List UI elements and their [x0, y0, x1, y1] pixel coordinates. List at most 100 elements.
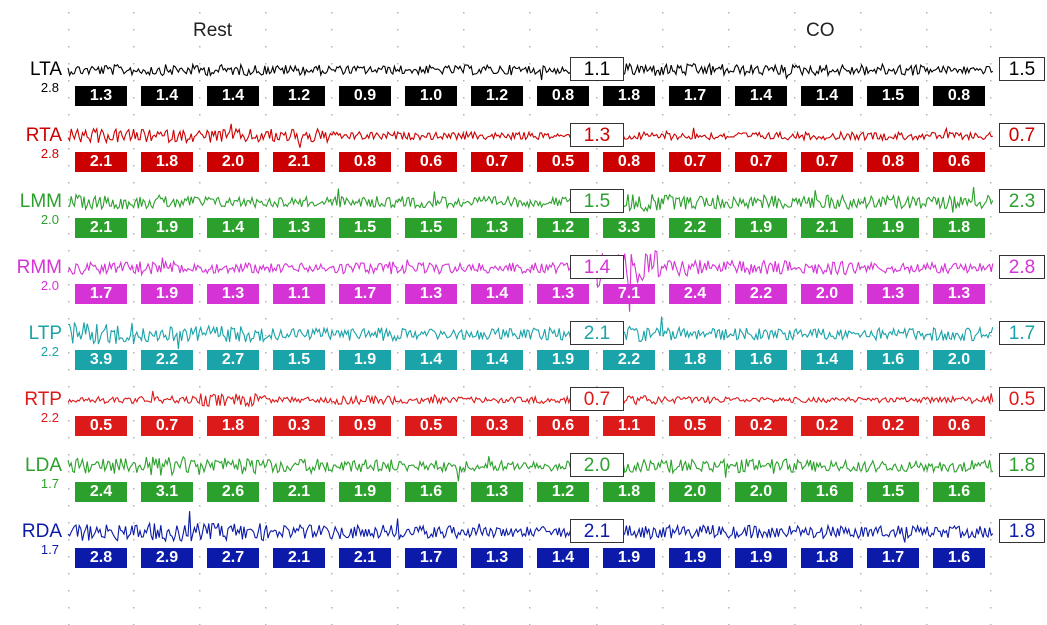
grid-dot — [331, 335, 333, 337]
value-cell: 1.9 — [735, 548, 787, 568]
value-cell: 0.9 — [339, 86, 391, 106]
grid-dot — [331, 403, 333, 405]
grid-dot — [133, 369, 135, 371]
grid-dot — [199, 573, 201, 575]
value-cell: 0.9 — [339, 416, 391, 436]
grid-dot — [662, 352, 664, 354]
grid-dot — [860, 403, 862, 405]
grid-dot — [463, 471, 465, 473]
grid-dot — [133, 46, 135, 48]
grid-dot — [794, 335, 796, 337]
grid-dot — [133, 233, 135, 235]
grid-dot — [199, 556, 201, 558]
grid-dot — [133, 267, 135, 269]
co-mean-box: 2.8 — [999, 255, 1045, 279]
grid-dot — [397, 80, 399, 82]
grid-dot — [199, 267, 201, 269]
grid-dot — [331, 454, 333, 456]
grid-dot — [990, 590, 992, 592]
trace-rmm — [67, 249, 994, 312]
grid-dot — [397, 369, 399, 371]
grid-dot — [529, 250, 531, 252]
grid-dot — [794, 114, 796, 116]
grid-dot — [596, 437, 598, 439]
grid-dot — [463, 301, 465, 303]
grid-dot — [68, 590, 70, 592]
grid-dot — [990, 63, 992, 65]
grid-dot — [860, 165, 862, 167]
value-cell: 0.8 — [867, 152, 919, 172]
grid-dot — [331, 301, 333, 303]
grid-dot — [860, 216, 862, 218]
value-cell: 1.6 — [933, 482, 985, 502]
channel-label: RTA 2.8 — [0, 126, 62, 160]
grid-dot — [990, 420, 992, 422]
value-cell: 1.3 — [471, 482, 523, 502]
grid-dot — [926, 454, 928, 456]
grid-dot — [133, 114, 135, 116]
grid-dot — [463, 80, 465, 82]
value-cell: 1.6 — [735, 350, 787, 370]
grid-dot — [199, 216, 201, 218]
grid-dot — [990, 573, 992, 575]
grid-dot — [926, 267, 928, 269]
grid-dot — [662, 131, 664, 133]
co-mean-box: 1.5 — [999, 57, 1045, 81]
grid-dot — [926, 369, 928, 371]
grid-dot — [397, 420, 399, 422]
grid-dot — [662, 420, 664, 422]
grid-dot — [331, 12, 333, 14]
grid-dot — [860, 318, 862, 320]
grid-dot — [662, 114, 664, 116]
grid-dot — [265, 80, 267, 82]
grid-dot — [265, 522, 267, 524]
grid-dot — [529, 369, 531, 371]
grid-dot — [529, 267, 531, 269]
grid-dot — [68, 63, 70, 65]
grid-dot — [397, 148, 399, 150]
value-cell: 2.9 — [141, 548, 193, 568]
grid-dot — [265, 454, 267, 456]
grid-dot — [662, 386, 664, 388]
value-cell: 0.6 — [405, 152, 457, 172]
grid-dot — [860, 505, 862, 507]
value-cell: 1.8 — [933, 218, 985, 238]
grid-dot — [926, 148, 928, 150]
grid-dot — [397, 386, 399, 388]
grid-dot — [133, 573, 135, 575]
grid-dot — [794, 522, 796, 524]
grid-dot — [199, 301, 201, 303]
grid-dot — [990, 488, 992, 490]
grid-dot — [860, 437, 862, 439]
grid-dot — [529, 352, 531, 354]
emg-traces — [67, 62, 994, 543]
grid-dot — [529, 165, 531, 167]
value-cell: 2.8 — [75, 548, 127, 568]
grid-dot — [331, 80, 333, 82]
grid-dot — [331, 114, 333, 116]
grid-dot — [529, 12, 531, 14]
grid-dot — [529, 454, 531, 456]
value-cell: 0.8 — [537, 86, 589, 106]
grid-dot — [463, 335, 465, 337]
grid-dot — [794, 165, 796, 167]
grid-dot — [794, 29, 796, 31]
grid-dot — [331, 284, 333, 286]
grid-dot — [794, 80, 796, 82]
grid-dot — [463, 437, 465, 439]
grid-dot — [133, 318, 135, 320]
grid-dot — [331, 97, 333, 99]
grid-dot — [794, 539, 796, 541]
channel-name: LDA — [25, 455, 62, 476]
grid-dot — [860, 148, 862, 150]
grid-dot — [990, 250, 992, 252]
grid-dot — [794, 233, 796, 235]
grid-dot — [463, 199, 465, 201]
grid-dot — [596, 12, 598, 14]
grid-dot — [68, 437, 70, 439]
grid-dot — [662, 301, 664, 303]
grid-dot — [463, 454, 465, 456]
value-cell: 1.9 — [141, 284, 193, 304]
grid-dot — [529, 403, 531, 405]
grid-dot — [397, 301, 399, 303]
